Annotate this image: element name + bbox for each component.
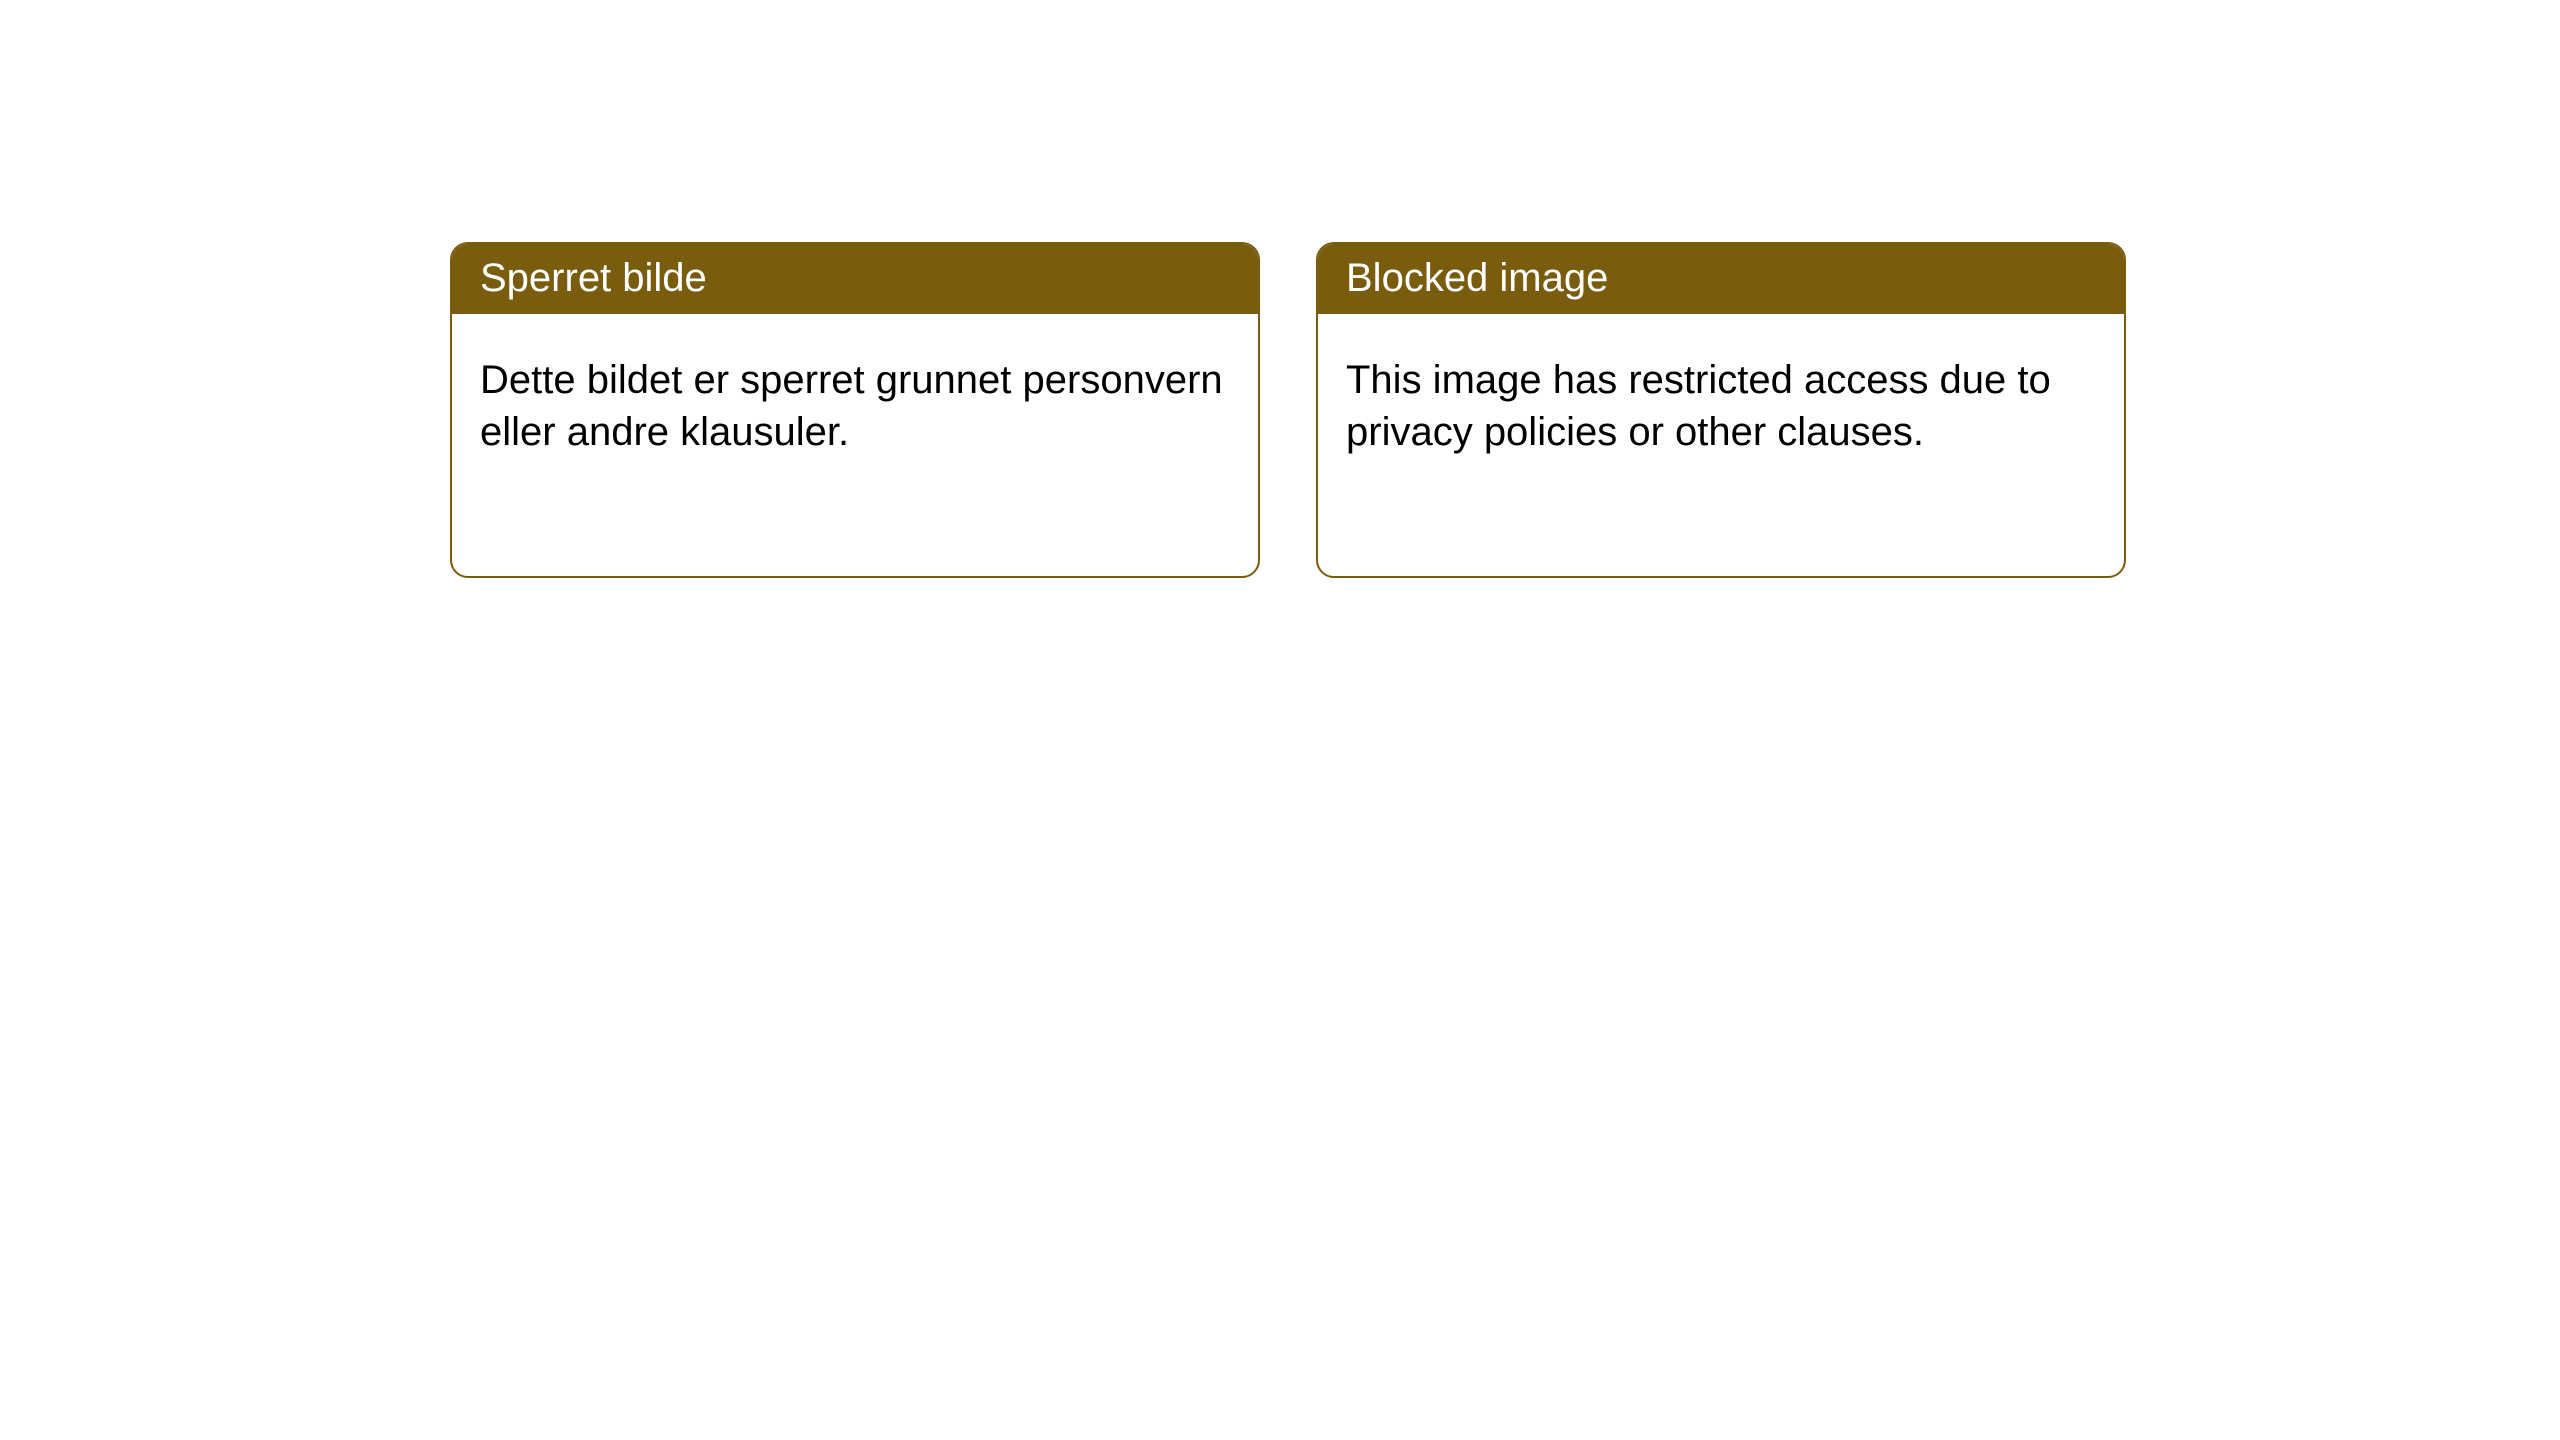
- notice-body-norwegian: Dette bildet er sperret grunnet personve…: [452, 314, 1258, 486]
- notice-title-english: Blocked image: [1318, 244, 2124, 314]
- notice-card-english: Blocked image This image has restricted …: [1316, 242, 2126, 578]
- notice-body-english: This image has restricted access due to …: [1318, 314, 2124, 486]
- notice-title-norwegian: Sperret bilde: [452, 244, 1258, 314]
- notice-card-norwegian: Sperret bilde Dette bildet er sperret gr…: [450, 242, 1260, 578]
- notice-container: Sperret bilde Dette bildet er sperret gr…: [450, 242, 2126, 578]
